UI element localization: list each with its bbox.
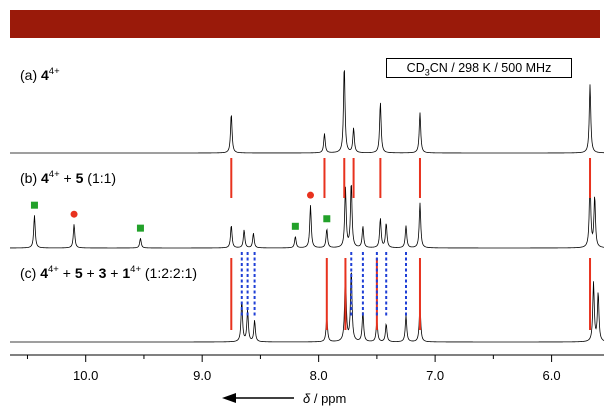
spectrum-label-part: + bbox=[106, 265, 122, 281]
spectrum-label-part: (1:2:2:1) bbox=[141, 265, 197, 281]
square-marker bbox=[136, 224, 144, 232]
spectrum-label-part: 1 bbox=[122, 265, 130, 281]
spectrum-label-part: 4+ bbox=[48, 264, 59, 275]
spectrum-label-part: 5 bbox=[75, 265, 83, 281]
spectrum-label-part: 4 bbox=[40, 265, 48, 281]
spectrum-label-prefix: (b) bbox=[20, 170, 41, 186]
x-axis-label-symbol: δ bbox=[303, 391, 311, 406]
spectrum-label-part: + bbox=[60, 170, 76, 186]
spectrum-label-part: 4+ bbox=[49, 169, 60, 180]
x-axis-label: δ / ppm bbox=[303, 391, 346, 406]
spectrum-trace-b bbox=[10, 179, 605, 249]
x-tick-label: 7.0 bbox=[426, 368, 444, 383]
signal-markers bbox=[30, 191, 331, 232]
conditions-pre: CD bbox=[406, 61, 425, 75]
spectrum-label-a: (a) 44+ bbox=[20, 66, 60, 83]
arrow-head-icon bbox=[222, 393, 236, 403]
spectrum-trace-a bbox=[10, 70, 605, 154]
spectrum-label-part: 4 bbox=[41, 67, 49, 83]
x-tick-label: 6.0 bbox=[543, 368, 561, 383]
spectrum-labels: (a) 44+(b) 44+ + 5 (1:1)(c) 44+ + 5 + 3 … bbox=[20, 66, 197, 281]
spectrum-label-part: 4+ bbox=[49, 66, 60, 77]
spectra-traces bbox=[10, 70, 605, 343]
spectrum-label-part: + bbox=[59, 265, 75, 281]
spectrum-label-prefix: (c) bbox=[20, 265, 40, 281]
spectrum-label-part: 5 bbox=[76, 170, 84, 186]
spectrum-label-part: 4+ bbox=[130, 264, 141, 275]
x-axis: 10.0 9.0 8.0 7.0 6.0 δ / ppm bbox=[10, 354, 604, 406]
x-tick-label: 9.0 bbox=[193, 368, 211, 383]
square-marker bbox=[323, 215, 331, 223]
conditions-sub: 3 bbox=[424, 67, 430, 78]
spectrum-label-part: 4 bbox=[41, 170, 49, 186]
x-tick-label: 10.0 bbox=[73, 368, 98, 383]
spectrum-label-c: (c) 44+ + 5 + 3 + 14+ (1:2:2:1) bbox=[20, 264, 197, 281]
spectrum-trace-c bbox=[10, 266, 605, 343]
x-tick-label: 8.0 bbox=[310, 368, 328, 383]
annotation-lines bbox=[230, 158, 592, 330]
x-axis-label-unit: / ppm bbox=[310, 391, 346, 406]
conditions-post: CN / 298 K / 500 MHz bbox=[429, 61, 552, 75]
conditions-box: CD3CN / 298 K / 500 MHz bbox=[386, 58, 572, 78]
spectrum-label-b: (b) 44+ + 5 (1:1) bbox=[20, 169, 116, 186]
spectrum-label-part: (1:1) bbox=[83, 170, 116, 186]
spectrum-label-part: 3 bbox=[99, 265, 107, 281]
square-marker bbox=[291, 222, 299, 230]
square-marker bbox=[30, 201, 38, 209]
spectrum-label-part: + bbox=[83, 265, 99, 281]
spectrum-label-prefix: (a) bbox=[20, 67, 41, 83]
circle-marker bbox=[70, 210, 78, 218]
circle-marker bbox=[306, 191, 314, 199]
top-banner bbox=[10, 10, 600, 38]
